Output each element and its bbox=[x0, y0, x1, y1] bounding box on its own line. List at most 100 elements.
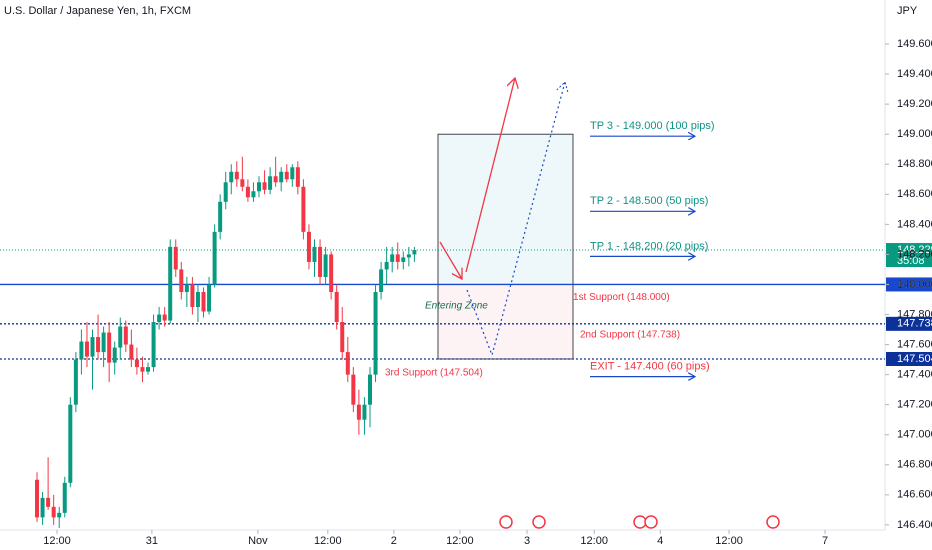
candle-body bbox=[334, 291, 339, 323]
x-tick-label: 31 bbox=[146, 535, 158, 547]
y-tick-label: 148.600 bbox=[897, 188, 932, 200]
level-label: 147.504 bbox=[897, 353, 932, 365]
candle-body bbox=[318, 246, 323, 277]
support-label: 2nd Support (147.738) bbox=[580, 329, 680, 340]
y-tick-label: 147.000 bbox=[897, 429, 932, 441]
x-tick-label: 3 bbox=[524, 535, 530, 547]
candle-body bbox=[262, 182, 267, 190]
candle-body bbox=[90, 337, 95, 357]
candle-body bbox=[62, 482, 67, 513]
y-tick-label: 147.400 bbox=[897, 369, 932, 381]
candle-body bbox=[356, 404, 361, 420]
y-tick-label: 147.800 bbox=[897, 308, 932, 320]
levels: 148.22935:08 148.000 147.738 147.504 bbox=[0, 243, 932, 366]
candle-body bbox=[46, 497, 51, 507]
candle-body bbox=[367, 374, 372, 405]
candle-body bbox=[268, 176, 273, 190]
candle-body bbox=[179, 269, 184, 292]
event-flags bbox=[499, 515, 780, 529]
candle-body bbox=[390, 254, 395, 262]
candle-body bbox=[406, 254, 411, 258]
candles bbox=[35, 156, 417, 528]
y-tick-label: 146.600 bbox=[897, 489, 932, 501]
candle-body bbox=[229, 171, 234, 183]
y-tick-label: 149.600 bbox=[897, 38, 932, 50]
x-tick-label: 12:00 bbox=[314, 535, 342, 547]
candle-body bbox=[112, 347, 117, 363]
candle-body bbox=[151, 322, 156, 368]
candle-body bbox=[101, 332, 106, 353]
zone-label: Entering Zone bbox=[425, 301, 488, 312]
candle-body bbox=[146, 367, 151, 372]
candle-body bbox=[201, 291, 206, 312]
candle-body bbox=[395, 254, 400, 262]
candle-body bbox=[379, 269, 384, 292]
candle-body bbox=[329, 254, 334, 292]
candle-body bbox=[279, 171, 284, 183]
y-tick-label: 147.600 bbox=[897, 338, 932, 350]
target-label: TP 1 - 148.200 (20 pips) bbox=[590, 240, 708, 252]
candle-body bbox=[123, 326, 128, 345]
y-tick-label: 146.400 bbox=[897, 519, 932, 531]
last-price-label: 148.229 bbox=[897, 244, 932, 256]
level-box bbox=[886, 316, 932, 331]
y-tick-label: 148.400 bbox=[897, 218, 932, 230]
candle-body bbox=[351, 374, 356, 405]
candle-body bbox=[218, 201, 223, 232]
candle-body bbox=[257, 182, 262, 192]
candle-body bbox=[118, 326, 123, 348]
zones bbox=[437, 133, 574, 360]
candle-body bbox=[345, 352, 350, 375]
candle-body bbox=[301, 186, 306, 232]
candle-body bbox=[223, 182, 228, 202]
x-tick-label: 12:00 bbox=[446, 535, 474, 547]
x-tick-label: 2 bbox=[391, 535, 397, 547]
candle-body bbox=[306, 231, 311, 262]
candle-body bbox=[290, 167, 295, 180]
candle-body bbox=[412, 250, 417, 255]
x-tick-label: 7 bbox=[822, 535, 828, 547]
currency-label: JPY bbox=[897, 5, 918, 17]
candle-body bbox=[140, 367, 145, 372]
candle-body bbox=[168, 246, 173, 321]
candle-body bbox=[79, 341, 84, 360]
candle-body bbox=[73, 359, 78, 405]
x-tick-label: 4 bbox=[657, 535, 663, 547]
candle-body bbox=[212, 231, 217, 285]
level-box bbox=[886, 277, 932, 292]
candle-body bbox=[184, 284, 189, 292]
candle-body bbox=[173, 246, 178, 270]
candle-body bbox=[340, 322, 345, 353]
level-label: 147.738 bbox=[897, 318, 932, 330]
countdown-label: 35:08 bbox=[897, 255, 925, 267]
x-tick-label: 12:00 bbox=[43, 535, 71, 547]
candle-body bbox=[157, 314, 162, 323]
x-tick-label: Nov bbox=[248, 535, 268, 547]
candle-body bbox=[284, 171, 289, 180]
candle-body bbox=[190, 284, 195, 308]
candle-body bbox=[273, 176, 278, 183]
y-tick-label: 148.000 bbox=[897, 278, 932, 290]
candle-body bbox=[373, 291, 378, 375]
risk-zone bbox=[437, 284, 574, 360]
level-label: 148.000 bbox=[897, 278, 932, 290]
level-box bbox=[886, 351, 932, 366]
candle-body bbox=[57, 512, 62, 518]
candle-body bbox=[401, 257, 406, 262]
candle-body bbox=[195, 291, 200, 308]
target-arrow bbox=[465, 78, 515, 273]
target-label: TP 3 - 149.000 (100 pips) bbox=[590, 120, 715, 132]
candle-body bbox=[207, 284, 212, 312]
candle-body bbox=[323, 254, 328, 277]
y-tick-label: 147.200 bbox=[897, 399, 932, 411]
candle-body bbox=[40, 497, 45, 518]
candle-body bbox=[312, 246, 317, 262]
y-tick-label: 149.400 bbox=[897, 68, 932, 80]
candle-body bbox=[251, 191, 256, 198]
candle-body bbox=[134, 359, 139, 368]
candle-body bbox=[234, 171, 239, 180]
candle-body bbox=[68, 404, 73, 483]
y-tick-label: 148.800 bbox=[897, 158, 932, 170]
